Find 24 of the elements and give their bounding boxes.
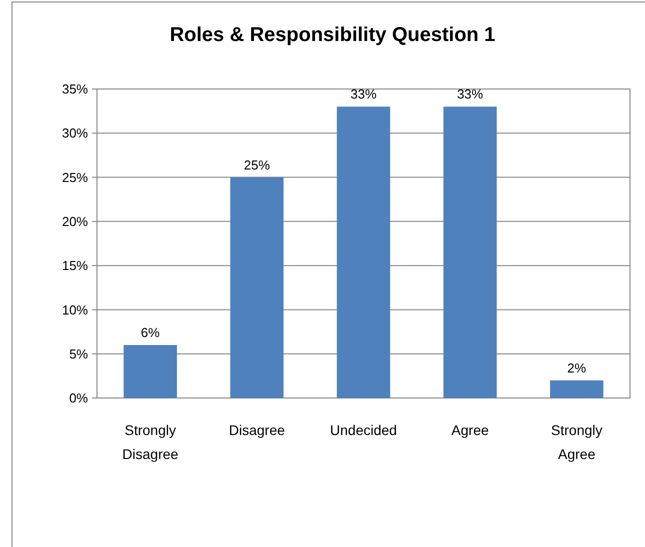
x-tick-label: Undecided <box>330 422 397 438</box>
chart-title: Roles & Responsibility Question 1 <box>170 24 496 46</box>
y-tick-label: 0% <box>69 390 88 406</box>
data-label: 2% <box>567 360 587 376</box>
y-tick-label: 10% <box>62 302 88 318</box>
data-label: 6% <box>140 325 160 340</box>
y-tick-label: 15% <box>62 258 88 274</box>
x-tick-label: Disagree <box>228 422 286 438</box>
x-tick-label: Strongly Disagree <box>122 422 179 462</box>
bar <box>124 345 177 398</box>
x-tick-label: Agree <box>451 422 489 438</box>
y-tick-label: 30% <box>62 126 88 141</box>
x-tick-label: Strongly Agree <box>551 422 602 462</box>
y-tick-label: 5% <box>69 346 88 362</box>
data-label: 33% <box>457 86 484 102</box>
y-tick-label: 35% <box>62 82 88 97</box>
data-label: 25% <box>244 157 270 172</box>
bar <box>550 380 604 398</box>
bar <box>336 106 390 398</box>
bar <box>230 177 284 398</box>
y-tick-label: 25% <box>62 170 88 185</box>
data-label: 33% <box>350 86 377 102</box>
y-tick-label: 20% <box>62 214 88 229</box>
bar <box>443 106 497 398</box>
